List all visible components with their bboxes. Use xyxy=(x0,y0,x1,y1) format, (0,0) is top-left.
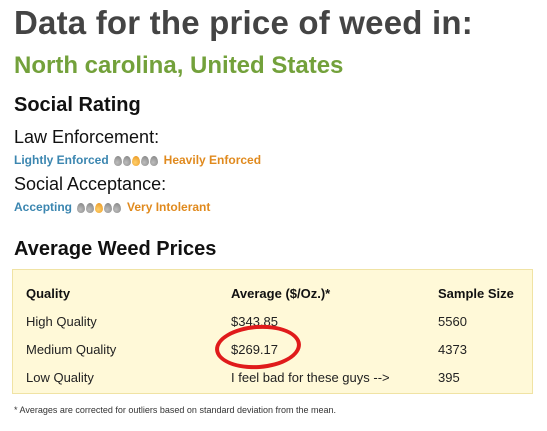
acceptance-drops xyxy=(77,202,122,213)
rating-drop-icon xyxy=(95,203,104,213)
price-table xyxy=(12,269,533,394)
row-low-quality: Low Quality xyxy=(26,370,94,385)
row-high-sample: 5560 xyxy=(438,314,467,329)
row-low-sample: 395 xyxy=(438,370,460,385)
law-low-label: Lightly Enforced xyxy=(14,153,109,167)
acceptance-low-label: Accepting xyxy=(14,200,73,214)
rating-drop-icon xyxy=(149,156,158,166)
footnote: * Averages are corrected for outliers ba… xyxy=(14,405,337,415)
column-header-sample-size: Sample Size xyxy=(438,286,514,301)
social-acceptance-label: Social Acceptance: xyxy=(14,174,167,194)
social-rating-heading: Social Rating xyxy=(14,94,141,116)
rating-drop-icon xyxy=(113,203,122,213)
law-enforcement-label: Law Enforcement: xyxy=(14,127,160,147)
column-header-average: Average ($/Oz.)* xyxy=(231,286,331,301)
rating-drop-icon xyxy=(131,156,140,166)
law-high-label: Heavily Enforced xyxy=(163,153,262,167)
page-title: Data for the price of weed in: xyxy=(14,4,473,41)
acceptance-high-label: Very Intolerant xyxy=(127,200,211,214)
social-acceptance-rating: Accepting Very Intolerant xyxy=(14,199,210,215)
row-medium-quality: Medium Quality xyxy=(26,342,117,357)
law-enforcement-rating: Lightly Enforced Heavily Enforced xyxy=(14,152,261,168)
law-drops xyxy=(113,155,158,166)
location-title: North carolina, United States xyxy=(14,52,344,79)
rating-drop-icon xyxy=(140,156,149,166)
row-high-quality: High Quality xyxy=(26,314,97,329)
row-medium-average: $269.17 xyxy=(231,342,278,357)
row-high-average: $343.85 xyxy=(231,314,278,329)
rating-drop-icon xyxy=(122,156,131,166)
row-medium-sample: 4373 xyxy=(438,342,467,357)
rating-drop-icon xyxy=(86,203,95,213)
rating-drop-icon xyxy=(104,203,113,213)
column-header-quality: Quality xyxy=(26,286,71,301)
row-low-average: I feel bad for these guys --> xyxy=(231,370,390,385)
rating-drop-icon xyxy=(113,156,122,166)
rating-drop-icon xyxy=(77,203,86,213)
average-prices-heading: Average Weed Prices xyxy=(14,238,217,260)
